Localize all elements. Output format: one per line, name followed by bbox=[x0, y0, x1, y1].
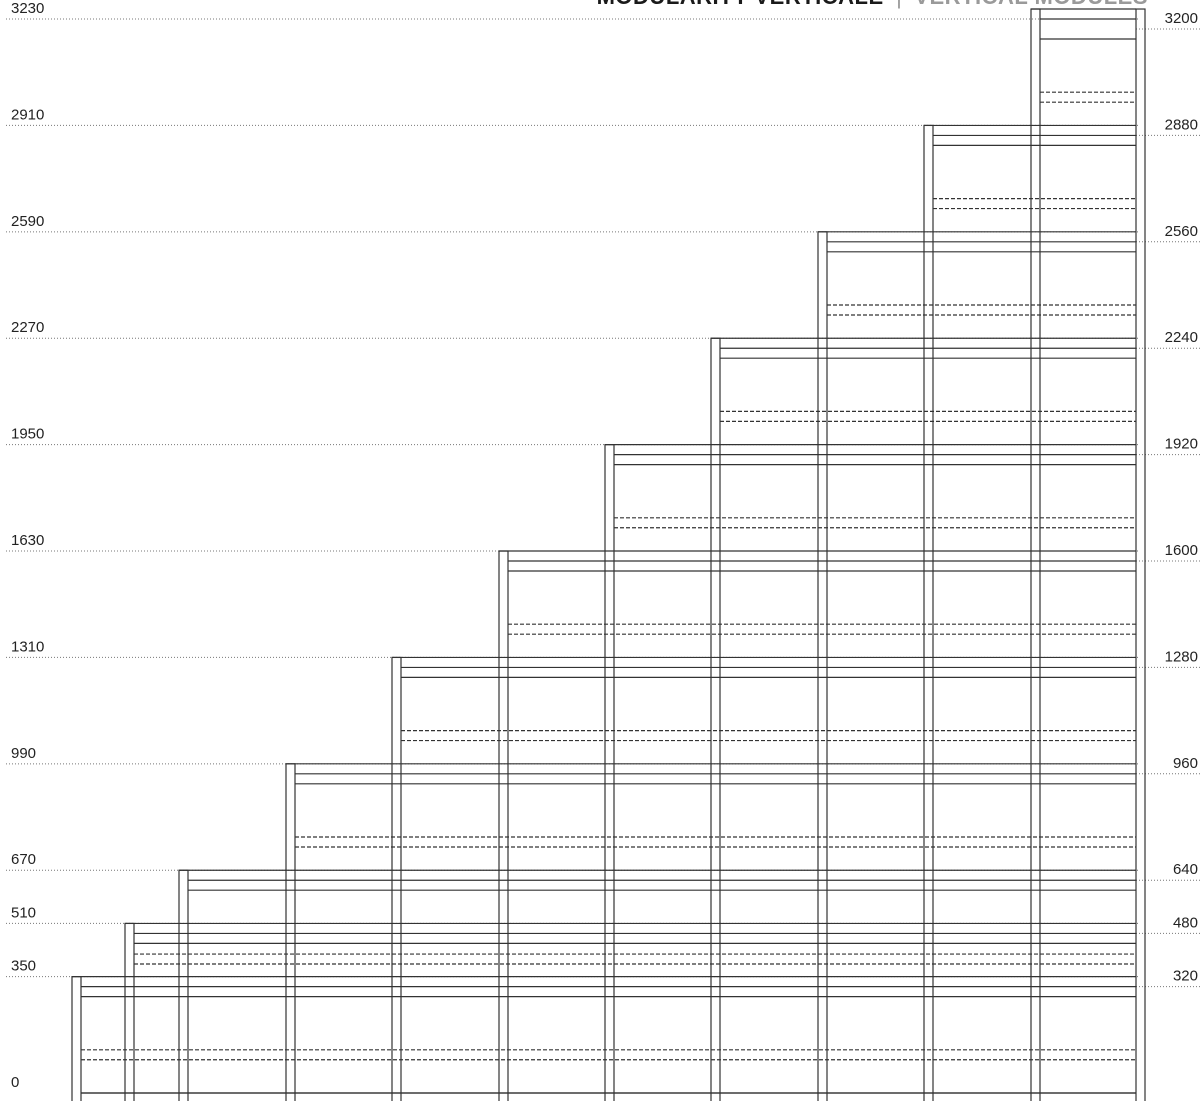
scale-label-right: 480 bbox=[1173, 914, 1198, 931]
scale-label-right: 640 bbox=[1173, 861, 1198, 878]
upright-post bbox=[604, 444, 615, 1101]
upright-post bbox=[1030, 8, 1041, 1101]
scale-label-left: 2590 bbox=[11, 213, 44, 230]
scale-label-left: 0 bbox=[11, 1074, 19, 1091]
scale-label-left: 350 bbox=[11, 958, 36, 975]
scale-label-left: 1310 bbox=[11, 638, 44, 655]
scale-label-right: 1920 bbox=[1165, 436, 1198, 453]
upright-post bbox=[498, 550, 509, 1101]
scale-label-left: 3230 bbox=[11, 0, 44, 17]
scale-label-left: 990 bbox=[11, 745, 36, 762]
diagram-header: MODULARITY VERTICALE | VERTICAL MODULES bbox=[597, 0, 1148, 9]
left-scale-labels: 3230 2910 2590 2270 1950 1630 1310 990 670 510 350… bbox=[11, 0, 44, 1091]
scale-label-left: 1630 bbox=[11, 532, 44, 549]
scale-label-right: 320 bbox=[1173, 968, 1198, 985]
title-secondary: VERTICAL MODULES bbox=[914, 0, 1148, 9]
scale-label-right: 3200 bbox=[1165, 10, 1198, 27]
title-separator: | bbox=[896, 0, 902, 9]
scale-label-right: 1280 bbox=[1165, 648, 1198, 665]
upright-post bbox=[923, 124, 934, 1101]
upright-post bbox=[124, 922, 135, 1101]
scale-label-left: 670 bbox=[11, 851, 36, 868]
upright-post bbox=[391, 656, 402, 1101]
upright-post bbox=[178, 869, 189, 1101]
guide-lines bbox=[6, 18, 1200, 988]
scale-label-left: 510 bbox=[11, 904, 36, 921]
upright-post bbox=[817, 231, 828, 1101]
scale-label-right: 960 bbox=[1173, 755, 1198, 772]
scale-label-right: 2880 bbox=[1165, 116, 1198, 133]
scale-label-right: 2240 bbox=[1165, 329, 1198, 346]
upright-post bbox=[71, 976, 82, 1101]
upright-post-right bbox=[1135, 8, 1146, 1101]
scale-label-left: 2270 bbox=[11, 319, 44, 336]
scale-label-left: 2910 bbox=[11, 106, 44, 123]
scale-label-right: 1600 bbox=[1165, 542, 1198, 559]
scale-label-right: 2560 bbox=[1165, 223, 1198, 240]
header-title: MODULARITY VERTICALE | VERTICAL MODULES bbox=[597, 0, 1148, 9]
shelving-structure bbox=[71, 8, 1146, 1101]
upright-post bbox=[285, 763, 296, 1101]
title-primary: MODULARITY VERTICALE bbox=[597, 0, 884, 9]
scale-label-left: 1950 bbox=[11, 426, 44, 443]
right-scale-labels: 3200 2880 2560 2240 1920 1600 1280 960 640 480 320 bbox=[1165, 10, 1198, 985]
